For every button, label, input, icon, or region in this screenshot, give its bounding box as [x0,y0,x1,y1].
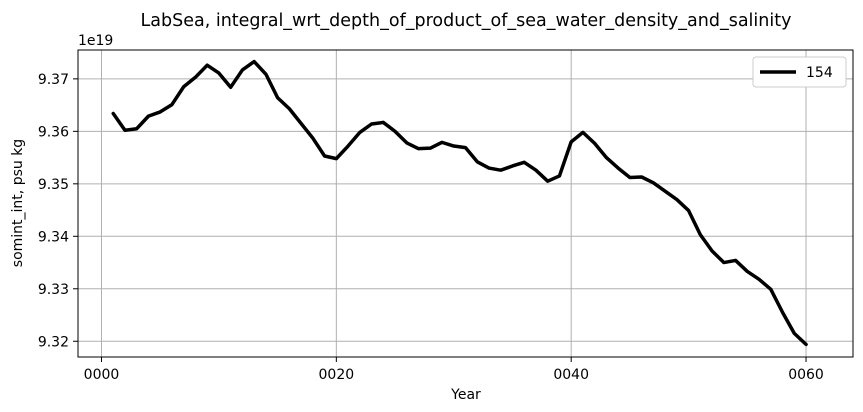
y-tick-label: 9.34 [38,229,69,245]
y-tick-label: 9.33 [38,282,69,298]
plot-frame [77,49,854,358]
x-tick-label: 0060 [788,367,824,383]
series-layer [111,59,808,347]
tick-layer: 0000 0020 0040 0060 9.32 9.33 9.34 9.35 9.36 9.37 [38,72,824,383]
y-tick-label: 9.36 [38,124,69,140]
y-tick-label: 9.35 [38,177,69,193]
x-tick-label: 0000 [84,367,120,383]
y-axis-label: somint_int, psu kg [10,139,26,267]
y-tick-label: 9.37 [38,72,69,88]
x-tick-label: 0040 [553,367,589,383]
legend: 154 [752,56,847,88]
x-axis-label: Year [450,387,481,403]
grid-layer [78,50,853,357]
x-tick-label: 0020 [319,367,355,383]
y-tick-label: 9.32 [38,334,69,350]
legend-label: 154 [806,65,833,81]
series-line-154 [111,59,808,347]
y-offset-label: 1e19 [78,33,113,49]
chart-title: LabSea, integral_wrt_depth_of_product_of… [141,11,792,31]
legend-box [752,56,847,88]
